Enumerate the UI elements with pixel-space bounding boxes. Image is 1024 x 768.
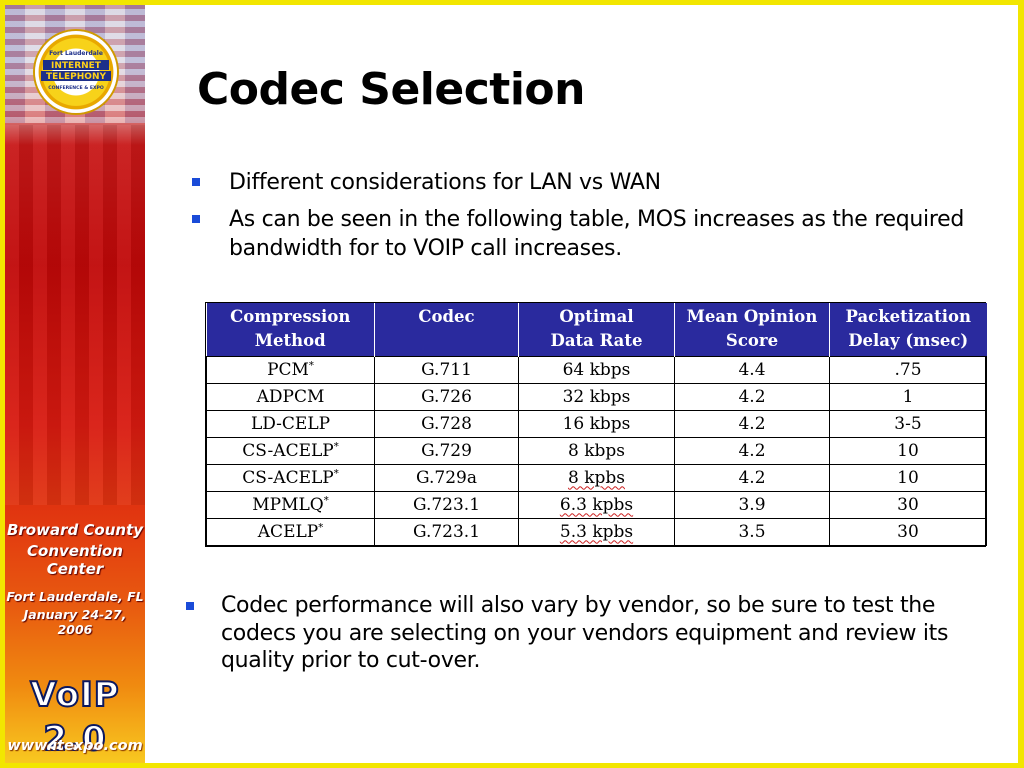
- header-optimal-data-rate: Optimal Data Rate: [518, 303, 675, 356]
- voip-logo-version: 2.0: [42, 718, 107, 760]
- frame-bottom-border: [0, 763, 1024, 768]
- frame-left-border: [0, 0, 5, 768]
- badge-line4: CONFERENCE & EXPO: [48, 85, 104, 91]
- square-bullet-icon: [186, 602, 194, 610]
- slide-title: Codec Selection: [197, 64, 585, 115]
- table-row: MPMLQ* G.723.1 6.3 kpbs 3.9 30: [206, 490, 987, 519]
- table-row: PCM* G.711 64 kbps 4.4 .75: [206, 355, 987, 384]
- frame-right-border: [1018, 0, 1024, 768]
- voip-logo-main: VoIP: [29, 674, 120, 716]
- event-website: www.itexpo.com: [7, 738, 143, 754]
- badge-line2: INTERNET: [51, 61, 102, 71]
- header-compression-method: Compression Method: [206, 303, 375, 356]
- table-row: ADPCM G.726 32 kbps 4.2 1: [206, 382, 987, 411]
- venue-name-line2: Convention Center: [27, 542, 123, 578]
- event-dates: January 24-27, 2006: [23, 607, 127, 637]
- venue-name-line1: Broward County: [6, 521, 144, 539]
- bullet-list-top: Different considerations for LAN vs WAN …: [190, 168, 990, 271]
- square-bullet-icon: [192, 178, 200, 186]
- badge-line1: Fort Lauderdale: [49, 50, 103, 57]
- sidebar-strip: Fort Lauderdale INTERNET TELEPHONY CONFE…: [5, 5, 145, 763]
- bullet-item: Codec performance will also vary by vend…: [184, 592, 984, 675]
- codec-table: Compression Method Codec Optimal Data Rate…: [205, 302, 987, 547]
- event-city: Fort Lauderdale, FL: [6, 589, 144, 604]
- frame-top-border: [0, 0, 1024, 5]
- table-row: ACELP* G.723.1 5.3 kpbs 3.5 30: [206, 517, 987, 546]
- voip-logo: VoIP 2.0: [7, 673, 143, 760]
- bullet-item: Different considerations for LAN vs WAN: [190, 168, 990, 197]
- bullet-list-bottom: Codec performance will also vary by vend…: [184, 592, 984, 683]
- table-row: LD-CELP G.728 16 kbps 4.2 3-5: [206, 409, 987, 438]
- bullet-text: Codec performance will also vary by vend…: [221, 593, 949, 673]
- badge-line3: TELEPHONY: [46, 72, 106, 82]
- table-header-row: Compression Method Codec Optimal Data Rate…: [206, 303, 987, 356]
- header-codec: Codec: [374, 303, 519, 356]
- table-row: CS-ACELP* G.729 8 kbps 4.2 10: [206, 436, 987, 465]
- bullet-text: As can be seen in the following table, M…: [229, 207, 964, 261]
- square-bullet-icon: [192, 215, 200, 223]
- header-mean-opinion-score: Mean Opinion Score: [674, 303, 830, 356]
- conference-badge-logo: Fort Lauderdale INTERNET TELEPHONY CONFE…: [35, 31, 117, 113]
- bullet-text: Different considerations for LAN vs WAN: [229, 170, 661, 195]
- bullet-item: As can be seen in the following table, M…: [190, 205, 990, 263]
- table-row: CS-ACELP* G.729a 8 kpbs 4.2 10: [206, 463, 987, 492]
- header-packetization-delay: Packetization Delay (msec): [829, 303, 987, 356]
